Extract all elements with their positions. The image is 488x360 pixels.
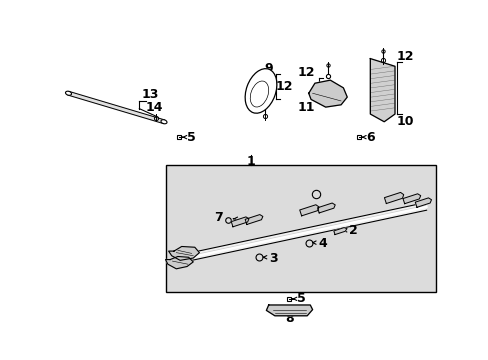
Polygon shape	[168, 247, 199, 260]
Text: 12: 12	[395, 50, 413, 63]
Text: 12: 12	[275, 80, 292, 93]
Polygon shape	[414, 198, 430, 207]
Polygon shape	[266, 305, 312, 316]
Ellipse shape	[65, 91, 71, 95]
Polygon shape	[384, 193, 403, 203]
Text: 6: 6	[366, 131, 374, 144]
Polygon shape	[244, 215, 262, 225]
Ellipse shape	[250, 81, 268, 107]
Text: 1: 1	[246, 154, 255, 167]
Text: 9: 9	[264, 62, 272, 75]
Text: 5: 5	[186, 131, 195, 144]
Polygon shape	[369, 59, 394, 122]
Polygon shape	[402, 194, 420, 204]
Text: 14: 14	[146, 102, 163, 114]
Polygon shape	[333, 228, 346, 235]
Text: 11: 11	[297, 102, 314, 114]
Polygon shape	[317, 203, 334, 213]
Text: 8: 8	[285, 312, 293, 325]
FancyBboxPatch shape	[166, 165, 435, 292]
Text: 5: 5	[296, 292, 305, 305]
Polygon shape	[299, 205, 318, 216]
Polygon shape	[308, 80, 346, 107]
Polygon shape	[231, 217, 248, 227]
Text: 7: 7	[213, 211, 222, 225]
Text: 4: 4	[318, 237, 326, 250]
Ellipse shape	[161, 120, 166, 124]
Polygon shape	[187, 203, 426, 261]
Text: 3: 3	[268, 252, 277, 265]
Text: 12: 12	[297, 66, 314, 79]
Text: 13: 13	[141, 88, 159, 101]
Text: 10: 10	[395, 115, 413, 128]
Polygon shape	[68, 91, 164, 123]
Text: 2: 2	[348, 224, 357, 237]
Ellipse shape	[244, 69, 276, 113]
Polygon shape	[165, 256, 193, 269]
